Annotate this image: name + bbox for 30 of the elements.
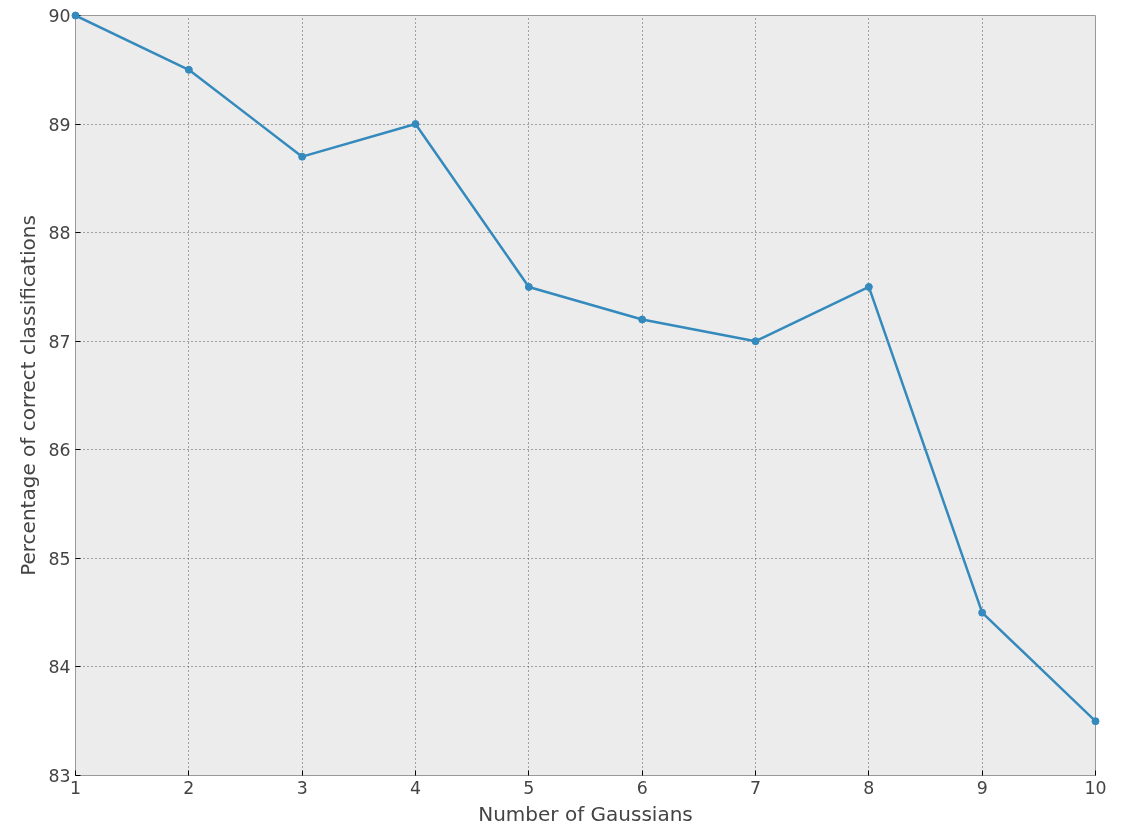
x-tick-label: 2 bbox=[183, 777, 195, 798]
point bbox=[978, 608, 987, 617]
point bbox=[1091, 717, 1100, 726]
point bbox=[184, 65, 193, 74]
point bbox=[864, 282, 873, 291]
point bbox=[71, 11, 80, 20]
y-tick-label: 83 bbox=[48, 766, 71, 786]
point bbox=[638, 315, 647, 324]
y-tick-label: 86 bbox=[48, 440, 71, 461]
x-tick-label: 9 bbox=[976, 777, 988, 798]
x-tick-label: 7 bbox=[749, 777, 762, 798]
x-tick-label: 1 bbox=[69, 777, 82, 798]
y-tick-label: 89 bbox=[48, 114, 71, 135]
x-tick-label: 8 bbox=[863, 777, 875, 798]
y-tick-label: 90 bbox=[48, 6, 71, 26]
x-tick-label: 6 bbox=[636, 777, 648, 798]
y-tick-label: 84 bbox=[48, 657, 71, 678]
point bbox=[524, 282, 533, 291]
x-tick-label: 10 bbox=[1084, 777, 1107, 798]
x-tick-label: 3 bbox=[296, 777, 308, 798]
x-tick-label: 5 bbox=[523, 777, 535, 798]
x-axis-title: Number of Gaussians bbox=[478, 801, 693, 826]
point bbox=[411, 120, 420, 129]
y-tick-label: 87 bbox=[48, 331, 71, 352]
y-axis-title: Percentage of correct classifications bbox=[16, 215, 41, 576]
x-tick-label: 4 bbox=[409, 777, 422, 798]
y-tick-label: 85 bbox=[48, 548, 71, 569]
point bbox=[751, 337, 760, 346]
y-tick-label: 88 bbox=[48, 223, 71, 244]
point bbox=[298, 152, 307, 161]
